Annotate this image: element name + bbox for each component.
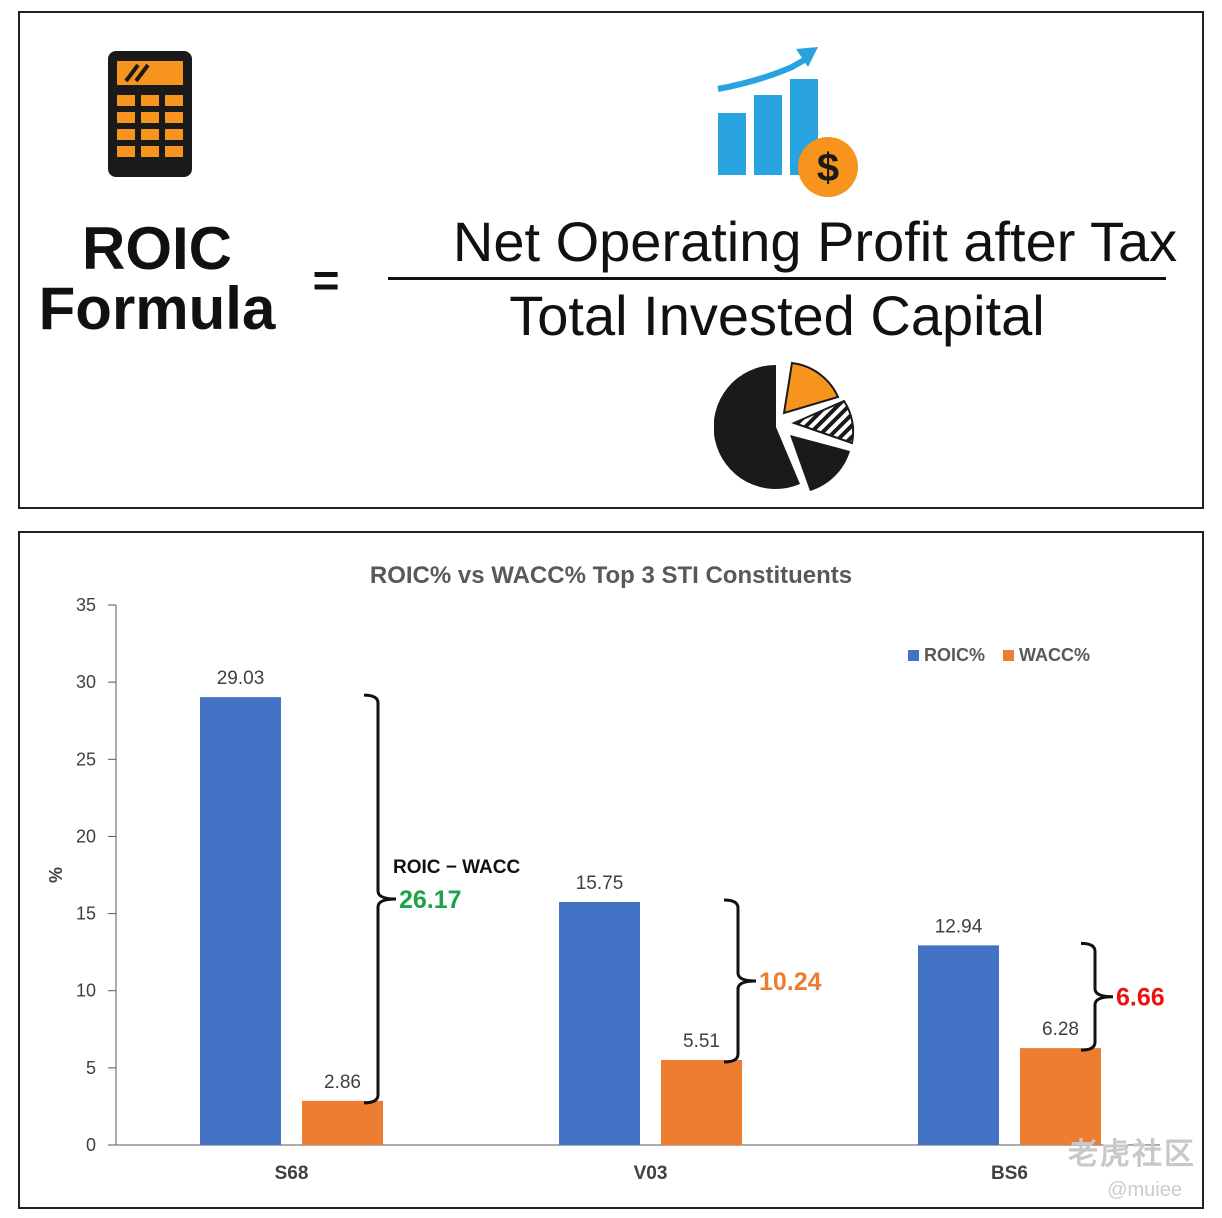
legend-swatch (908, 650, 919, 661)
chart-panel: ROIC% vs WACC% Top 3 STI Constituents 0 5 1… (18, 531, 1204, 1209)
y-tick-label: 35 (76, 595, 96, 615)
data-label: 5.51 (683, 1031, 720, 1052)
data-label: 12.94 (935, 916, 983, 937)
bar-wacc-bs6 (1020, 1048, 1101, 1145)
y-tick-label: 10 (76, 981, 96, 1001)
legend-label: WACC% (1019, 645, 1090, 665)
y-tick-label: 5 (86, 1058, 96, 1078)
formula-numerator: Net Operating Profit after Tax (452, 210, 1178, 273)
difference-value: 6.66 (1116, 984, 1165, 1012)
difference-brace (723, 898, 757, 1064)
y-axis-label: % (46, 867, 66, 883)
x-category-label: V03 (634, 1163, 668, 1184)
watermark-handle: @muiee (1107, 1179, 1182, 1201)
x-category-label: BS6 (991, 1163, 1028, 1184)
data-label: 2.86 (324, 1072, 361, 1093)
difference-value: 10.24 (759, 968, 822, 996)
legend-label: ROIC% (924, 645, 985, 665)
bar-wacc-v03 (661, 1059, 742, 1145)
difference-label: ROIC − WACC (393, 857, 520, 878)
bar-wacc-s68 (302, 1100, 383, 1145)
y-tick-label: 20 (76, 826, 96, 846)
growth-chart-dollar-icon: $ (717, 47, 858, 197)
bar-roic-s68 (200, 697, 281, 1145)
difference-brace (1080, 941, 1114, 1052)
y-tick-label: 15 (76, 904, 96, 924)
y-tick-label: 0 (86, 1135, 96, 1155)
difference-value: 26.17 (399, 886, 462, 914)
watermark-brand: 老虎社区 (1068, 1138, 1196, 1171)
formula-denominator: Total Invested Capital (509, 284, 1045, 347)
roic-title-line1: ROIC (82, 215, 232, 282)
formula-panel: $ ROIC Formula = Net Operating Profit af… (18, 11, 1204, 509)
bar-roic-bs6 (918, 945, 999, 1145)
calculator-icon (108, 51, 192, 177)
difference-brace (363, 693, 397, 1105)
y-tick-label: 25 (76, 749, 96, 769)
roic-formula-title: ROIC Formula (38, 219, 276, 339)
svg-text:$: $ (817, 146, 839, 190)
chart-title: ROIC% vs WACC% Top 3 STI Constituents (370, 562, 852, 589)
roic-title-line2: Formula (38, 275, 276, 342)
equals-sign: = (312, 254, 340, 306)
bar-chart: ROIC% vs WACC% Top 3 STI Constituents 0 5 1… (46, 562, 1165, 1184)
y-tick-label: 30 (76, 672, 96, 692)
data-label: 29.03 (217, 668, 265, 689)
fraction-line (388, 277, 1166, 280)
legend-swatch (1003, 650, 1014, 661)
pie-chart-icon (714, 361, 855, 491)
bar-roic-v03 (559, 902, 640, 1145)
x-category-label: S68 (275, 1163, 309, 1184)
data-label: 15.75 (576, 873, 624, 894)
data-label: 6.28 (1042, 1019, 1079, 1040)
